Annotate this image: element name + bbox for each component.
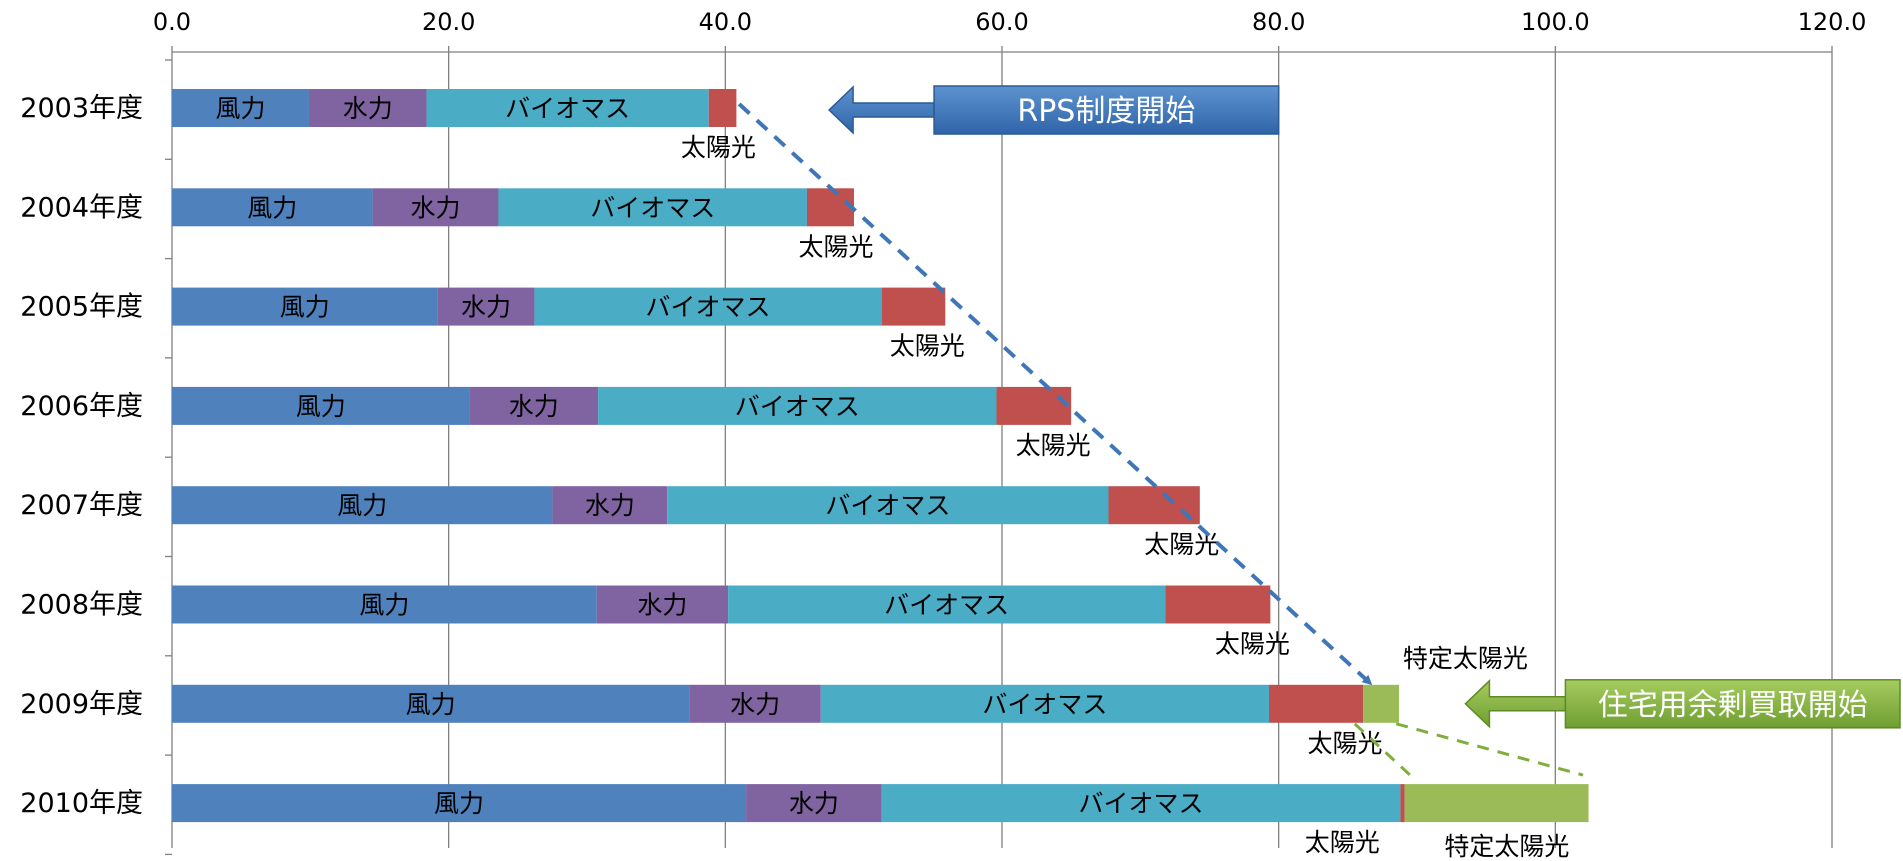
bar-segment-special_solar xyxy=(1363,684,1400,723)
bar-label-solar: 太陽光 xyxy=(1305,828,1380,857)
x-tick-label: 120.0 xyxy=(1798,8,1867,36)
category-label: 2010年度 xyxy=(20,788,143,819)
bar-segment-hydro xyxy=(596,585,729,624)
bar-segment-biomass xyxy=(498,188,807,227)
bar-segment-hydro xyxy=(746,784,882,823)
bar-label-solar: 太陽光 xyxy=(798,232,873,261)
x-tick-label: 100.0 xyxy=(1521,8,1590,36)
category-label: 2005年度 xyxy=(20,292,143,323)
bar-segment-solar xyxy=(1165,585,1271,624)
bar-segment-solar xyxy=(708,89,737,127)
bar-segment-wind xyxy=(172,684,690,723)
bar-segment-biomass xyxy=(534,287,882,326)
bar-label-wind: 風力 xyxy=(434,789,484,818)
bar-label-hydro: 水力 xyxy=(789,789,839,818)
bar-segment-biomass xyxy=(881,784,1401,823)
bar-label-hydro: 水力 xyxy=(585,491,635,520)
bar-label-solar: 太陽光 xyxy=(1308,729,1383,758)
bar-label-biomass: バイオマス xyxy=(590,193,715,222)
bar-label-wind: 風力 xyxy=(215,94,265,123)
bar-segment-hydro xyxy=(552,486,668,525)
bar-label-biomass: バイオマス xyxy=(646,293,771,322)
bar-label-hydro: 水力 xyxy=(509,392,559,421)
bar-label-hydro: 水力 xyxy=(411,193,461,222)
callout-box-rps xyxy=(933,85,1280,135)
category-label: 2003年度 xyxy=(20,93,143,124)
bar-segment-solar xyxy=(1108,486,1200,525)
bar-label-biomass: バイオマス xyxy=(982,690,1107,719)
category-label: 2004年度 xyxy=(20,192,143,223)
bar-segment-biomass xyxy=(667,486,1109,525)
bar-segment-special_solar xyxy=(1404,784,1589,823)
callout-text-rps: RPS制度開始 xyxy=(1017,94,1195,129)
callout-arrow-surplus xyxy=(1464,679,1567,729)
bar-layer xyxy=(172,89,1589,823)
axis-layer: 0.0 20.0 40.0 60.0 80.0 100.0 120.0 2003年度 2004年… xyxy=(20,8,1867,856)
x-tick-label: 40.0 xyxy=(699,8,752,36)
bar-label-hydro: 水力 xyxy=(730,690,780,719)
bar-label-hydro: 水力 xyxy=(343,94,393,123)
bar-segment-hydro xyxy=(689,684,821,723)
bar-segment-wind xyxy=(172,287,438,326)
bar-label-special-solar: 特定太陽光 xyxy=(1403,644,1528,673)
bar-segment-solar xyxy=(996,386,1072,425)
x-tick-label: 80.0 xyxy=(1252,8,1305,36)
bar-label-wind: 風力 xyxy=(296,392,346,421)
bar-segment-wind xyxy=(172,486,553,525)
bar-label-biomass: バイオマス xyxy=(1079,789,1204,818)
bar-segment-wind xyxy=(172,784,747,823)
bar-segment-solar xyxy=(881,287,946,326)
bar-segment-wind xyxy=(172,585,597,624)
bar-segment-solar xyxy=(1268,684,1364,723)
bar-label-wind: 風力 xyxy=(337,491,387,520)
bar-segment-hydro xyxy=(308,89,427,127)
bar-label-biomass: バイオマス xyxy=(735,392,860,421)
category-label: 2009年度 xyxy=(20,689,143,720)
callout-text-surplus: 住宅用余剰買取開始 xyxy=(1598,688,1868,723)
category-label: 2006年度 xyxy=(20,391,143,422)
bar-label-biomass: バイオマス xyxy=(505,94,630,123)
bar-label-biomass: バイオマス xyxy=(825,491,950,520)
bar-label-wind: 風力 xyxy=(359,591,409,620)
bar-segment-biomass xyxy=(426,89,709,127)
x-tick-label: 0.0 xyxy=(153,8,191,36)
grid-layer xyxy=(448,52,1833,848)
bar-label-wind: 風力 xyxy=(406,690,456,719)
x-tick-label: 60.0 xyxy=(975,8,1028,36)
bar-segment-biomass xyxy=(598,386,997,425)
bar-label-solar: 太陽光 xyxy=(681,133,756,162)
bar-label-solar: 太陽光 xyxy=(890,332,965,361)
bar-label-solar: 太陽光 xyxy=(1215,630,1290,659)
bar-label-solar: 太陽光 xyxy=(1016,431,1091,460)
bar-segment-wind xyxy=(172,188,373,227)
callout-box-surplus xyxy=(1564,679,1901,729)
trend-line-surplus_trend_2 xyxy=(1395,722,1584,777)
bar-label-hydro: 水力 xyxy=(637,591,687,620)
bar-segment-hydro xyxy=(437,287,535,326)
bar-label-wind: 風力 xyxy=(280,293,330,322)
bar-segment-biomass xyxy=(728,585,1166,624)
category-label: 2008年度 xyxy=(20,590,143,621)
bar-segment-wind xyxy=(172,89,309,127)
bar-label-hydro: 水力 xyxy=(461,293,511,322)
bar-segment-solar xyxy=(806,188,854,227)
bar-segment-hydro xyxy=(469,386,599,425)
x-tick-label: 20.0 xyxy=(422,8,475,36)
bar-segment-biomass xyxy=(820,684,1269,723)
bar-segment-hydro xyxy=(372,188,499,227)
bar-segment-wind xyxy=(172,386,470,425)
bar-label-special-solar: 特定太陽光 xyxy=(1444,832,1569,861)
category-label: 2007年度 xyxy=(20,490,143,521)
bar-label-biomass: バイオマス xyxy=(884,591,1009,620)
bar-label-wind: 風力 xyxy=(247,193,297,222)
callout-arrow-rps xyxy=(827,85,935,135)
bar-segment-solar xyxy=(1400,784,1405,823)
